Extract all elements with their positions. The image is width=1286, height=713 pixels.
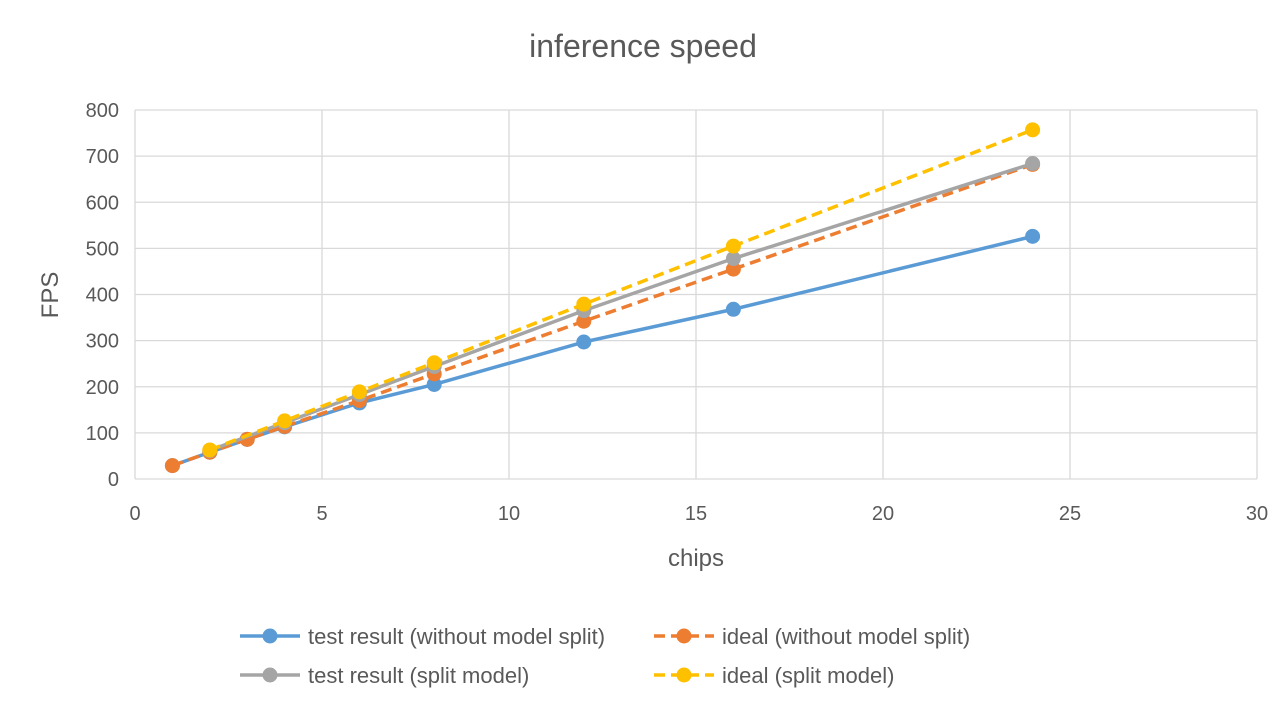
legend-swatch-marker [262, 628, 278, 644]
legend-label: test result (without model split) [308, 624, 605, 649]
x-axis-title: chips [668, 545, 724, 572]
y-tick-labels: 0 100 200 300 400 500 600 700 800 [86, 100, 119, 491]
data-point [1025, 156, 1041, 172]
y-tick-label: 500 [86, 238, 119, 260]
y-tick-label: 400 [86, 285, 119, 307]
gridlines [134, 109, 1258, 480]
x-tick-label: 5 [316, 503, 327, 525]
y-tick-label: 300 [86, 331, 119, 353]
data-point [1025, 228, 1041, 244]
series-1 [164, 228, 1041, 474]
data-point [725, 238, 741, 254]
data-point [725, 261, 741, 277]
legend-swatch-marker [676, 628, 692, 644]
legend-item-1: test result (without model split) [240, 624, 605, 649]
y-tick-label: 200 [86, 377, 119, 399]
data-point [576, 296, 592, 312]
data-point [576, 334, 592, 350]
data-point [202, 442, 218, 458]
x-tick-label: 25 [1059, 503, 1081, 525]
x-tick-label: 15 [685, 503, 707, 525]
series-line [209, 128, 1034, 452]
data-point [725, 251, 741, 267]
x-tick-label: 20 [872, 503, 894, 525]
series-group [164, 122, 1041, 474]
y-axis-title: FPS [37, 272, 64, 319]
data-point [426, 376, 442, 392]
data-point [576, 313, 592, 329]
data-point [725, 301, 741, 317]
y-tick-label: 700 [86, 146, 119, 168]
data-point [164, 458, 180, 474]
series-line [171, 234, 1034, 468]
legend-label: ideal (without model split) [722, 624, 970, 649]
x-tick-label: 0 [129, 503, 140, 525]
x-tick-labels: 0 5 10 15 20 25 30 [129, 503, 1268, 525]
legend: test result (without model split) ideal (… [240, 624, 970, 688]
y-tick-label: 800 [86, 100, 119, 122]
legend-swatch-marker [262, 667, 278, 683]
legend-item-4: ideal (split model) [654, 663, 894, 688]
data-point [351, 384, 367, 400]
chart-title: inference speed [529, 28, 757, 64]
y-tick-label: 0 [108, 469, 119, 491]
legend-item-3: test result (split model) [240, 663, 529, 688]
series-line [171, 162, 1034, 468]
data-point [277, 413, 293, 429]
series-4 [202, 122, 1041, 458]
y-tick-label: 600 [86, 192, 119, 214]
y-tick-label: 100 [86, 423, 119, 445]
legend-item-2: ideal (without model split) [654, 624, 970, 649]
legend-label: ideal (split model) [722, 663, 894, 688]
legend-label: test result (split model) [308, 663, 529, 688]
x-tick-label: 30 [1246, 503, 1268, 525]
data-point [426, 355, 442, 371]
x-tick-label: 10 [498, 503, 520, 525]
legend-swatch-marker [676, 667, 692, 683]
data-point [1025, 122, 1041, 138]
